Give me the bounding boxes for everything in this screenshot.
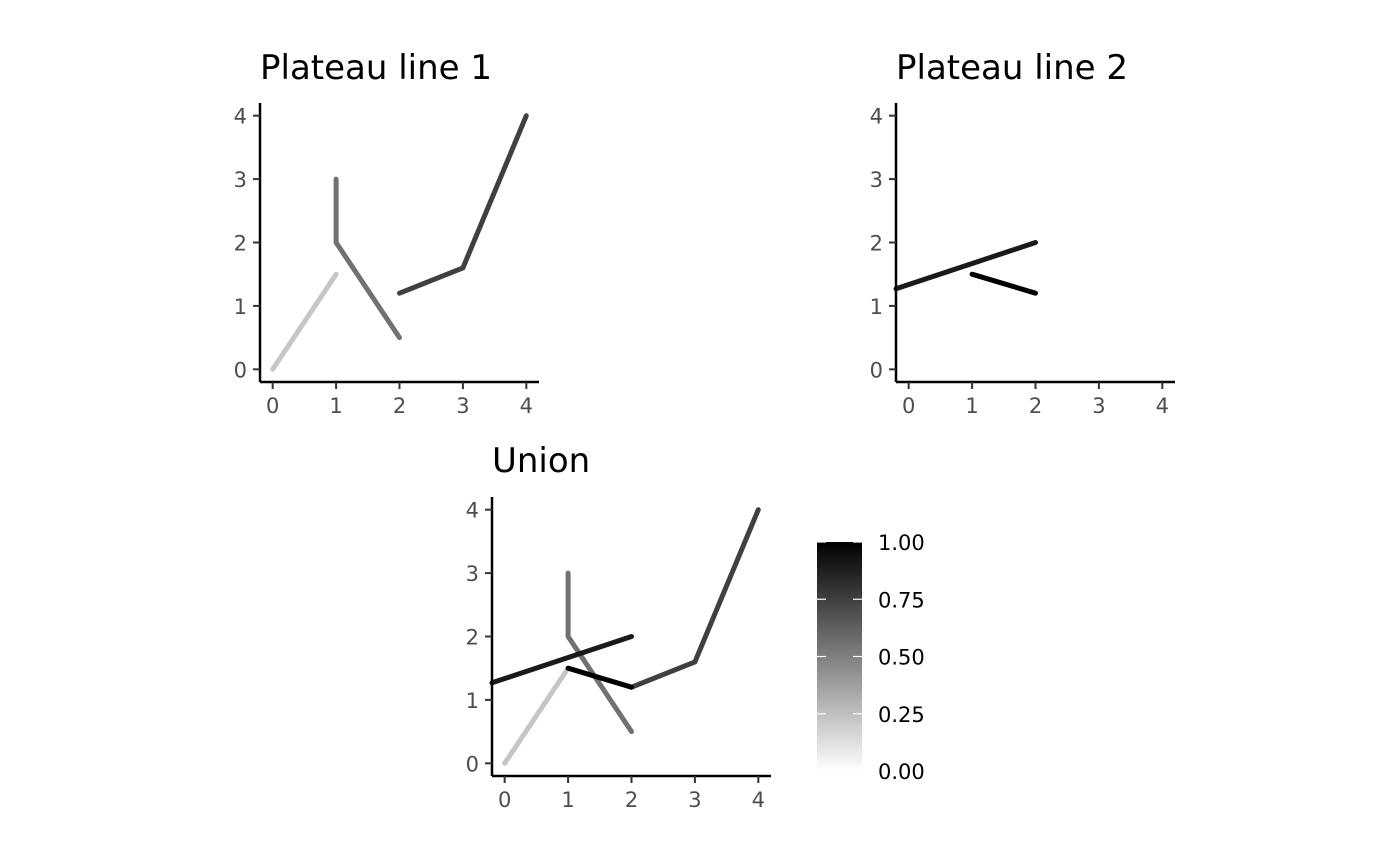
x-tick-label: 0 xyxy=(498,788,511,812)
x-tick-label: 1 xyxy=(561,788,574,812)
y-tick-label: 2 xyxy=(234,232,247,256)
x-tick-label: 3 xyxy=(688,788,701,812)
series-line-2 xyxy=(565,570,634,735)
x-tick-label: 1 xyxy=(329,394,342,418)
y-tick-label: 1 xyxy=(870,295,883,319)
panel-union: Union 0 1 2 3 4 0 1 2 3 4 xyxy=(466,441,771,812)
x-tick-label: 2 xyxy=(1029,394,1042,418)
panel-title: Plateau line 1 xyxy=(260,48,492,88)
y-tick-label: 4 xyxy=(234,105,247,129)
y-tick-label: 1 xyxy=(466,689,479,713)
x-tick-label: 0 xyxy=(266,394,279,418)
y-tick-label: 4 xyxy=(870,105,883,129)
series-line-1 xyxy=(502,665,571,766)
y-tick-label: 1 xyxy=(234,295,247,319)
series-line-1 xyxy=(893,240,1038,292)
colorbar-label: 0.25 xyxy=(878,703,925,727)
x-tick-label: 4 xyxy=(752,788,765,812)
series-line-4 xyxy=(489,634,634,686)
y-tick-label: 3 xyxy=(870,168,883,192)
series-line-2 xyxy=(333,176,402,341)
y-tick-label: 3 xyxy=(466,562,479,586)
panel-plateau-line-1: Plateau line 1 0 1 2 3 4 0 1 2 3 4 xyxy=(234,48,539,418)
colorbar-label: 0.00 xyxy=(878,760,925,784)
series-line-3 xyxy=(629,507,761,690)
x-tick-label: 3 xyxy=(1092,394,1105,418)
series-line-3 xyxy=(397,113,529,296)
x-tick-label: 2 xyxy=(393,394,406,418)
x-tick-label: 4 xyxy=(520,394,533,418)
y-tick-label: 0 xyxy=(234,358,247,382)
y-tick-label: 0 xyxy=(870,358,883,382)
x-tick-label: 0 xyxy=(902,394,915,418)
series-line-1 xyxy=(270,271,339,372)
y-tick-label: 3 xyxy=(234,168,247,192)
colorbar-label: 1.00 xyxy=(878,531,925,555)
x-tick-label: 4 xyxy=(1156,394,1169,418)
x-tick-label: 3 xyxy=(456,394,469,418)
x-tick-label: 2 xyxy=(625,788,638,812)
panel-plateau-line-2: Plateau line 2 0 1 2 3 4 0 1 2 3 4 xyxy=(870,48,1175,418)
y-tick-label: 0 xyxy=(466,752,479,776)
series-line-5 xyxy=(565,665,634,690)
y-tick-label: 4 xyxy=(466,499,479,523)
panel-title: Union xyxy=(492,441,590,481)
y-tick-label: 2 xyxy=(466,626,479,650)
colorbar-legend: 1.00 0.75 0.50 0.25 0.00 xyxy=(817,531,925,784)
colorbar-label: 0.50 xyxy=(878,646,925,670)
series-line-2 xyxy=(969,271,1038,296)
colorbar-label: 0.75 xyxy=(878,588,925,612)
x-tick-label: 1 xyxy=(965,394,978,418)
y-tick-label: 2 xyxy=(870,232,883,256)
panel-title: Plateau line 2 xyxy=(896,48,1128,88)
